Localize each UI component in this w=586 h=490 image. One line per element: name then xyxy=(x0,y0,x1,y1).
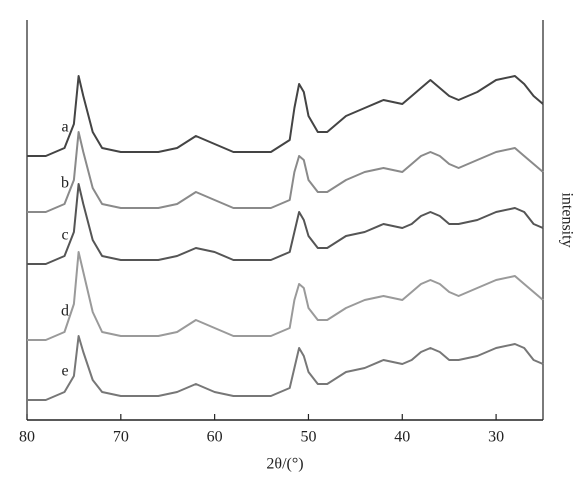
series-label: c xyxy=(61,227,68,244)
data-line xyxy=(27,75,544,157)
series-label: b xyxy=(61,175,69,192)
y-axis-label: intensity xyxy=(558,192,575,247)
data-line xyxy=(27,131,544,213)
x-tick-label: 60 xyxy=(207,429,223,446)
data-line xyxy=(27,335,544,401)
series-label: e xyxy=(61,363,68,380)
x-tick-label: 70 xyxy=(113,429,129,446)
x-tick-label: 40 xyxy=(394,429,410,446)
x-tick-label: 50 xyxy=(300,429,316,446)
series-label: d xyxy=(61,303,69,320)
x-axis-label: 2θ/(°) xyxy=(266,456,303,473)
x-tick-label: 80 xyxy=(19,429,35,446)
data-line xyxy=(27,251,544,341)
data-line xyxy=(27,183,544,265)
x-tick-label: 30 xyxy=(488,429,504,446)
series-label: a xyxy=(61,119,68,136)
